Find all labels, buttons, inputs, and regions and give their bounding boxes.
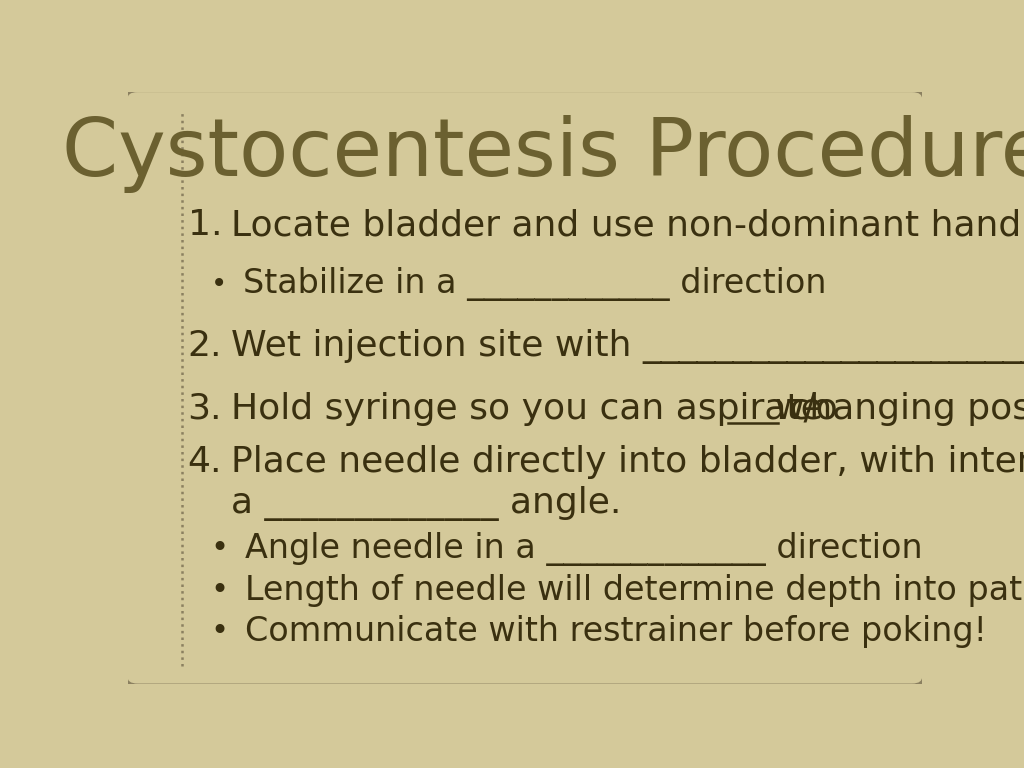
Text: w/o: w/o — [775, 392, 839, 425]
Text: •: • — [210, 535, 228, 563]
Text: Cystocentesis Procedure: Cystocentesis Procedure — [62, 115, 1024, 194]
Text: Length of needle will determine depth into patient: Length of needle will determine depth in… — [246, 574, 1024, 607]
Text: •: • — [210, 617, 228, 646]
Text: Communicate with restrainer before poking!: Communicate with restrainer before pokin… — [246, 615, 987, 648]
Text: 1.: 1. — [187, 208, 222, 242]
Text: •: • — [211, 270, 227, 298]
Text: changing position: changing position — [778, 392, 1024, 425]
FancyBboxPatch shape — [126, 91, 924, 685]
Text: Locate bladder and use non-dominant hand to isolate: Locate bladder and use non-dominant hand… — [231, 208, 1024, 242]
Text: Stabilize in a ____________ direction: Stabilize in a ____________ direction — [243, 267, 826, 301]
Text: 4.: 4. — [187, 445, 222, 478]
Text: Angle needle in a _____________ direction: Angle needle in a _____________ directio… — [246, 531, 923, 566]
Text: Hold syringe so you can aspirate: Hold syringe so you can aspirate — [231, 392, 835, 425]
Text: •: • — [210, 575, 228, 604]
Text: a _____________ angle.: a _____________ angle. — [231, 485, 622, 521]
Text: 3.: 3. — [187, 392, 222, 425]
Text: 2.: 2. — [187, 329, 222, 363]
Text: Wet injection site with _______________________: Wet injection site with ________________… — [231, 329, 1024, 364]
Text: Place needle directly into bladder, with intent, between: Place needle directly into bladder, with… — [231, 445, 1024, 478]
